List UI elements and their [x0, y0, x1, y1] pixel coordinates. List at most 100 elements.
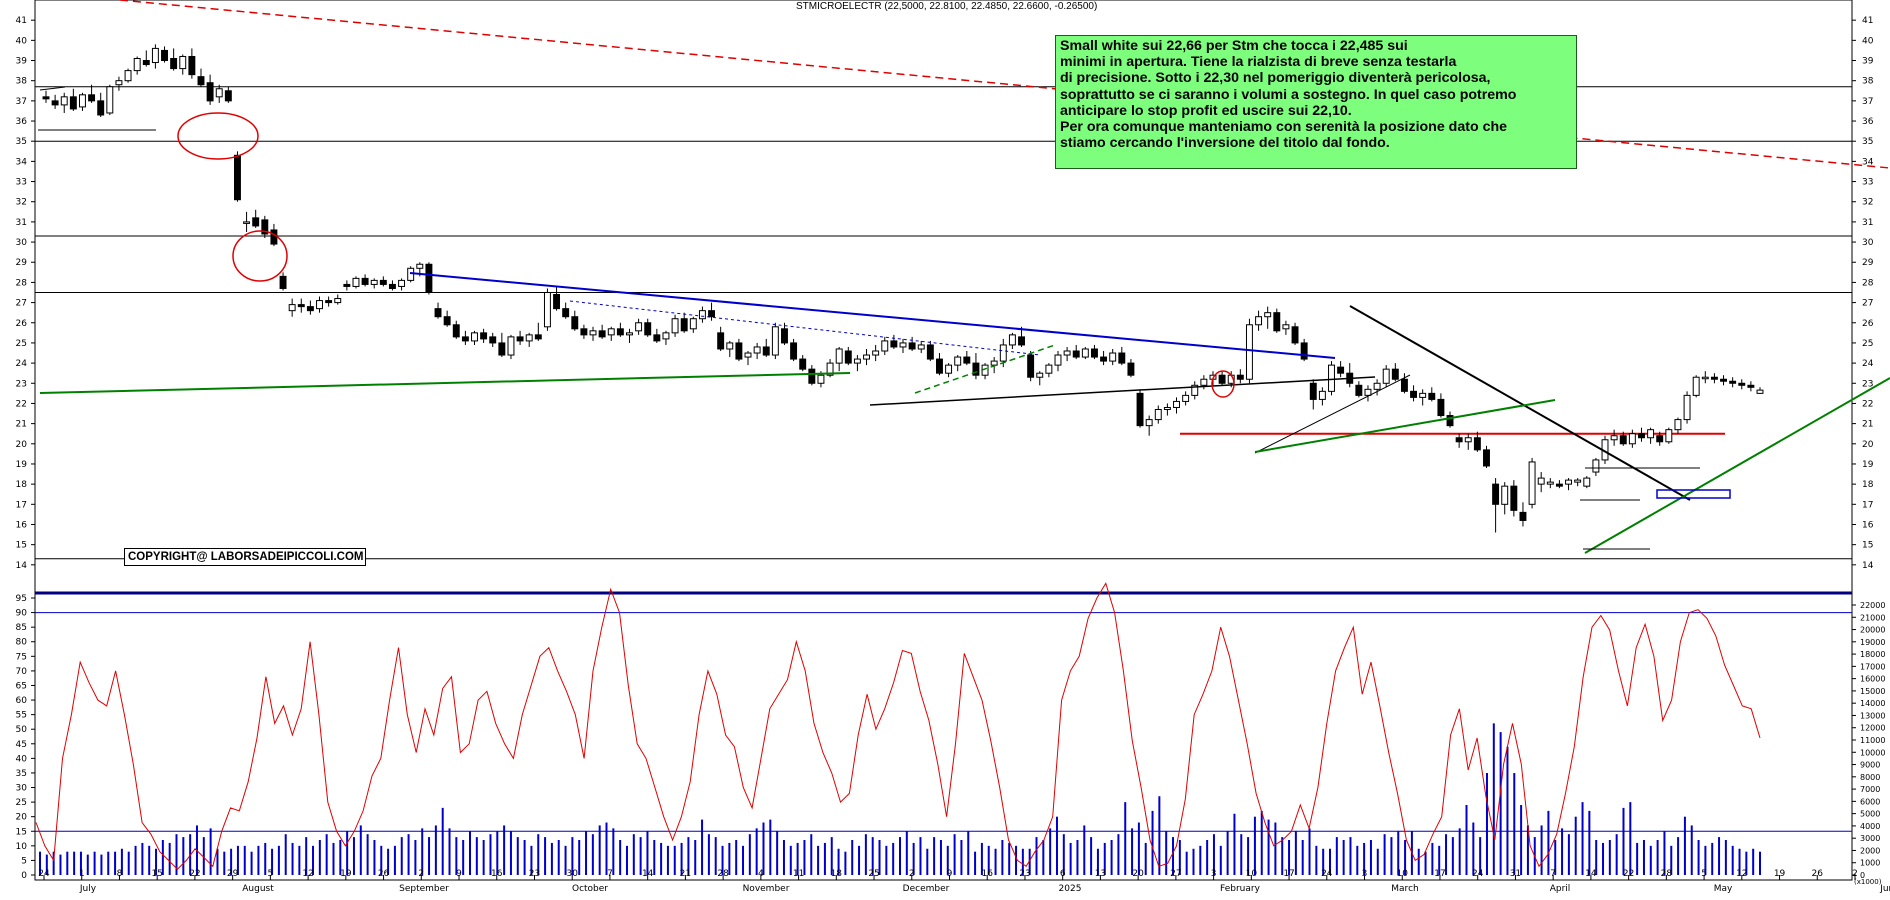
candle [653, 328, 661, 343]
candle [571, 310, 579, 331]
candle-body-down [1090, 348, 1098, 358]
red-ellipse [177, 112, 259, 160]
candle [1236, 369, 1244, 384]
candle [106, 84, 114, 115]
candle-body-up [1565, 479, 1573, 485]
candle-body-down [270, 229, 278, 245]
candle-body-up [954, 356, 962, 366]
candle [553, 286, 561, 311]
candle-body-up [1701, 376, 1709, 380]
candle [525, 332, 533, 347]
candle-body-down [498, 342, 506, 356]
candle-body-down [708, 310, 716, 318]
candle [1218, 371, 1226, 386]
osc-tick-label: 25 [16, 798, 27, 808]
candle [1127, 359, 1135, 378]
candle-body-up [999, 344, 1007, 362]
candle [1173, 397, 1180, 414]
candle-body-down [297, 304, 305, 308]
commentary-line: di precisione. Sotto i 22,30 nel pomerig… [1060, 70, 1491, 87]
x-month-label: June [1879, 884, 1890, 894]
candle-body-down [1355, 384, 1363, 396]
candle [1255, 310, 1263, 331]
price-tick-label: 22 [16, 399, 27, 409]
price-tick-label: 34 [1862, 157, 1874, 167]
dashed-green-line [914, 344, 1056, 394]
osc-tick-label: 15 [16, 827, 27, 837]
candle [233, 151, 241, 202]
candle [963, 351, 971, 366]
candle-body-up [1318, 390, 1326, 400]
price-tick-label: 28 [1862, 278, 1874, 288]
candle [498, 332, 506, 358]
candle [1100, 351, 1108, 366]
x-tick-label: 22 [1623, 869, 1634, 879]
candle [1501, 482, 1509, 515]
candle-body-down [379, 279, 387, 285]
osc-tick-label: 75 [16, 652, 27, 662]
x-tick-label: 7 [607, 869, 613, 879]
candle [844, 346, 852, 366]
candle-body-down [553, 294, 561, 310]
x-tick-label: 17 [1434, 869, 1445, 879]
candle-body-up [1419, 392, 1427, 398]
candle [206, 74, 214, 105]
candle [1300, 338, 1308, 362]
volume-tick-label: 7000 [1860, 785, 1880, 794]
price-tick-label: 16 [16, 520, 28, 530]
candle-body-down [781, 328, 788, 344]
x-tick-label: 14 [642, 869, 654, 879]
candle-body-down [261, 219, 269, 235]
candle [1492, 478, 1500, 533]
candle [279, 272, 287, 291]
x-tick-label: 10 [1246, 869, 1258, 879]
price-tick-label: 16 [1862, 520, 1874, 530]
x-tick-label: 4 [758, 869, 764, 879]
candle-body-up [1382, 368, 1390, 384]
candle-body-down [1136, 392, 1144, 427]
candle-body-down [233, 154, 241, 201]
candle-body-up [635, 322, 643, 332]
price-tick-label: 41 [16, 16, 27, 26]
candle-body-down [452, 324, 460, 338]
x-tick-label: 24 [1321, 869, 1333, 879]
candle [1182, 391, 1190, 406]
candle-body-up [1063, 350, 1071, 356]
candle [626, 328, 633, 343]
candle [306, 300, 314, 315]
x-tick-label: 2 [1852, 869, 1858, 879]
osc-tick-label: 30 [16, 784, 28, 794]
price-tick-label: 33 [1862, 178, 1873, 188]
candle-body-down [1747, 384, 1755, 388]
candle [1318, 387, 1326, 406]
candle [398, 278, 406, 291]
x-tick-label: 7 [1550, 869, 1556, 879]
candle [197, 68, 205, 87]
candle-body-up [662, 332, 670, 340]
x-tick-label: 10 [1397, 869, 1409, 879]
candle [1355, 381, 1363, 398]
price-tick-label: 38 [1862, 77, 1874, 87]
candle [60, 92, 68, 113]
commentary-box: Small white sui 22,66 per Stm che tocca … [1055, 35, 1577, 169]
x-month-label: February [1220, 884, 1261, 894]
candle-body-up [1373, 382, 1381, 390]
candle-body-up [1364, 388, 1372, 396]
price-tick-label: 30 [1862, 238, 1874, 248]
candle-body-up [1173, 400, 1180, 408]
candle-body-up [1583, 477, 1591, 487]
candle [1382, 365, 1390, 388]
candle [88, 84, 96, 103]
candle-body-up [370, 279, 378, 285]
plot-frame [34, 0, 1853, 881]
candle [407, 266, 415, 283]
candle [1565, 478, 1573, 491]
candle [972, 353, 980, 380]
candle-body-up [1692, 376, 1700, 396]
price-tick-label: 27 [1862, 299, 1873, 309]
candle-body-down [461, 336, 469, 342]
candle-body-down [936, 358, 943, 374]
candle [1756, 387, 1764, 394]
candle-body-up [1008, 334, 1016, 346]
candle-body-down [516, 336, 524, 342]
